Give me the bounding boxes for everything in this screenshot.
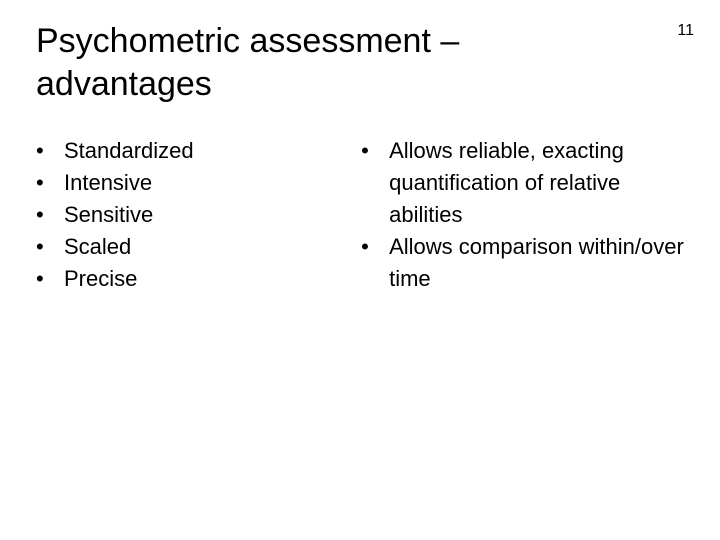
list-item: • Sensitive (36, 199, 321, 231)
list-item-text: Intensive (64, 167, 321, 199)
bullet-icon: • (36, 199, 64, 231)
right-column: • Allows reliable, exacting quantificati… (361, 135, 698, 294)
right-bullet-list: • Allows reliable, exacting quantificati… (361, 135, 698, 294)
list-item-text: Allows comparison within/over time (389, 231, 698, 295)
bullet-icon: • (36, 167, 64, 199)
bullet-icon: • (36, 135, 64, 167)
slide-number: 11 (677, 22, 694, 40)
left-bullet-list: • Standardized • Intensive • Sensitive •… (36, 135, 321, 294)
list-item-text: Scaled (64, 231, 321, 263)
bullet-icon: • (361, 231, 389, 263)
content-columns: • Standardized • Intensive • Sensitive •… (36, 135, 684, 294)
bullet-icon: • (361, 135, 389, 167)
left-column: • Standardized • Intensive • Sensitive •… (36, 135, 321, 294)
list-item-text: Sensitive (64, 199, 321, 231)
list-item: • Standardized (36, 135, 321, 167)
list-item: • Precise (36, 263, 321, 295)
list-item-text: Allows reliable, exacting quantification… (389, 135, 698, 231)
list-item: • Intensive (36, 167, 321, 199)
bullet-icon: • (36, 263, 64, 295)
list-item: • Allows comparison within/over time (361, 231, 698, 295)
slide-title: Psychometric assessment – advantages (36, 20, 596, 105)
bullet-icon: • (36, 231, 64, 263)
list-item-text: Standardized (64, 135, 321, 167)
list-item: • Allows reliable, exacting quantificati… (361, 135, 698, 231)
list-item-text: Precise (64, 263, 321, 295)
list-item: • Scaled (36, 231, 321, 263)
